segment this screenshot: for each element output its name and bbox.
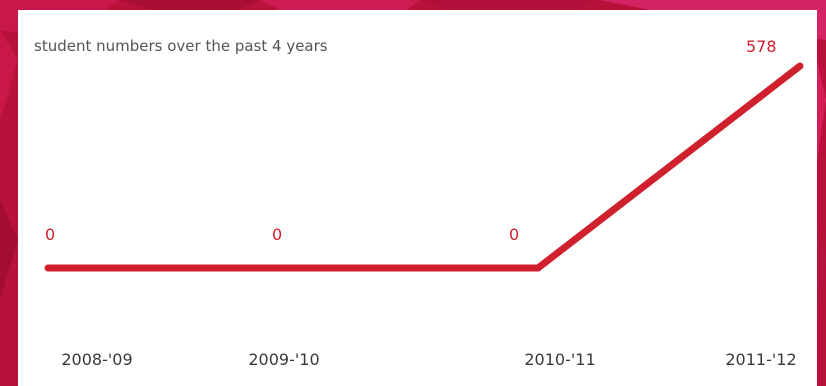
- x-tick-label: 2008-'09: [61, 350, 132, 369]
- data-points: [44, 62, 804, 272]
- chart-card: [18, 10, 817, 386]
- x-tick-label: 2011-'12: [725, 350, 796, 369]
- data-label: 0: [45, 225, 55, 244]
- x-axis-ticks: 2008-'09 2009-'10 2010-'11 2011-'12: [61, 350, 796, 369]
- x-tick-label: 2010-'11: [524, 350, 595, 369]
- series-lines: [48, 63, 803, 272]
- data-point: [796, 62, 804, 70]
- series-line: [48, 63, 803, 272]
- data-label: 0: [509, 225, 519, 244]
- data-point: [534, 264, 542, 272]
- data-label: 578: [746, 37, 777, 56]
- x-tick-label: 2009-'10: [248, 350, 319, 369]
- data-point: [274, 264, 282, 272]
- data-labels: 0 0 0 578: [45, 37, 777, 244]
- data-point: [44, 264, 52, 272]
- chart-title: student numbers over the past 4 years: [34, 37, 328, 55]
- data-label: 0: [272, 225, 282, 244]
